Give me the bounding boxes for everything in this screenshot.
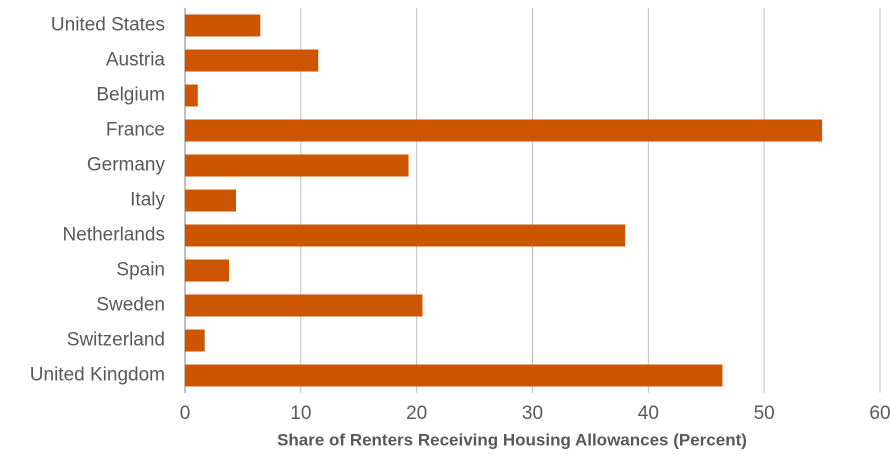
bar xyxy=(185,154,409,177)
bar xyxy=(185,224,626,247)
x-tick-label: 10 xyxy=(290,403,311,424)
bar xyxy=(185,84,198,107)
bar xyxy=(185,49,319,72)
y-tick-label: United Kingdom xyxy=(30,365,165,386)
x-tick-label: 40 xyxy=(638,403,659,424)
bar xyxy=(185,189,236,212)
bar xyxy=(185,14,261,37)
y-tick-label: United States xyxy=(51,15,165,36)
y-tick-label: Spain xyxy=(116,260,165,281)
y-tick-label: Sweden xyxy=(96,295,165,316)
y-tick-label: Netherlands xyxy=(63,225,165,246)
y-tick-label: France xyxy=(106,120,165,141)
bar xyxy=(185,364,723,387)
bar xyxy=(185,294,423,317)
x-tick-label: 50 xyxy=(754,403,775,424)
x-axis-label: Share of Renters Receiving Housing Allow… xyxy=(277,430,747,449)
bar xyxy=(185,259,230,282)
x-tick-label: 60 xyxy=(869,403,890,424)
y-tick-label: Belgium xyxy=(96,85,165,106)
x-tick-label: 0 xyxy=(180,403,191,424)
y-tick-label: Italy xyxy=(130,190,165,211)
x-tick-label: 20 xyxy=(406,403,427,424)
y-tick-label: Germany xyxy=(87,155,166,176)
bar xyxy=(185,119,823,142)
y-tick-label: Switzerland xyxy=(67,330,165,351)
y-tick-label: Austria xyxy=(106,50,166,71)
bar xyxy=(185,329,205,352)
x-tick-label: 30 xyxy=(522,403,543,424)
